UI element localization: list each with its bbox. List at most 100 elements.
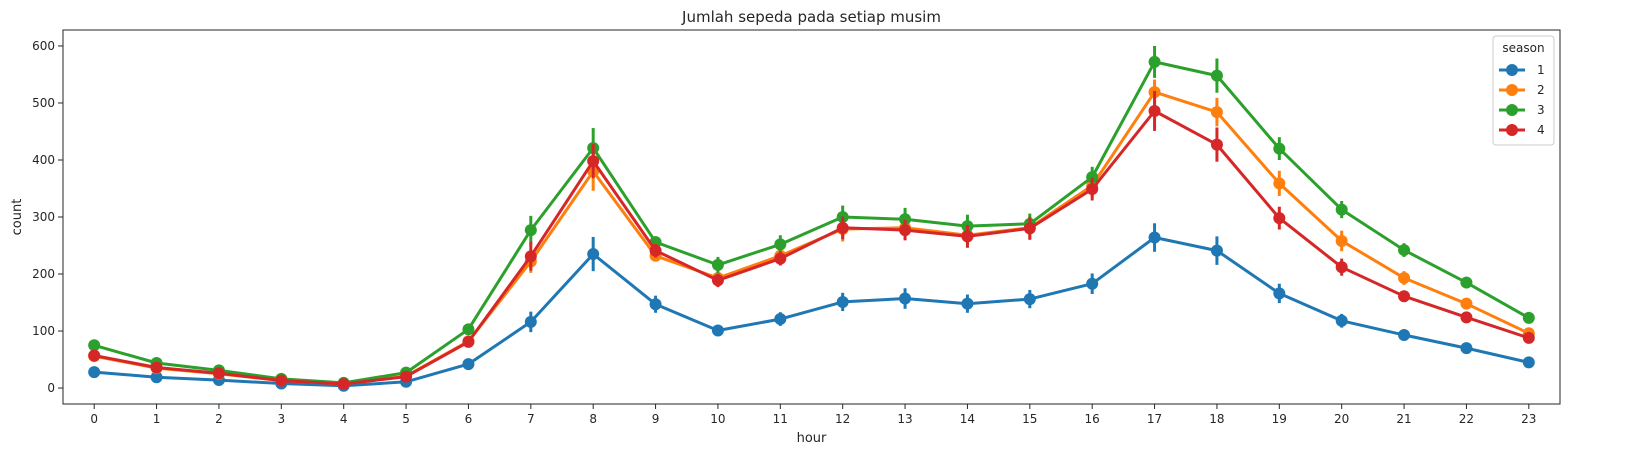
x-tick-label: 13 — [897, 412, 912, 426]
x-tick-label: 12 — [835, 412, 850, 426]
data-point — [1522, 311, 1535, 324]
data-point — [711, 324, 724, 337]
data-point — [1210, 244, 1223, 257]
x-tick-label: 22 — [1459, 412, 1474, 426]
data-point — [711, 274, 724, 287]
series-2 — [88, 79, 1535, 391]
data-point — [649, 298, 662, 311]
data-point — [1398, 272, 1411, 285]
data-point — [524, 250, 537, 263]
legend-label: 2 — [1537, 83, 1545, 97]
data-point — [1460, 276, 1473, 289]
data-point — [1086, 277, 1099, 290]
data-point — [1148, 104, 1161, 117]
x-tick-label: 15 — [1022, 412, 1037, 426]
data-point — [961, 297, 974, 310]
data-point — [400, 370, 413, 383]
data-point — [462, 358, 475, 371]
legend-label: 4 — [1537, 123, 1545, 137]
series-line — [93, 60, 1530, 385]
legend-item-1: 1 — [1499, 63, 1545, 77]
series-line — [93, 109, 1530, 386]
data-point — [524, 224, 537, 237]
series-3 — [88, 45, 1535, 389]
legend-title: season — [1502, 41, 1544, 55]
data-point — [1398, 290, 1411, 303]
x-tick-label: 2 — [215, 412, 223, 426]
x-tick-label: 5 — [402, 412, 410, 426]
x-tick-label: 19 — [1272, 412, 1287, 426]
x-tick-label: 16 — [1085, 412, 1100, 426]
x-tick-label: 4 — [340, 412, 348, 426]
data-point — [774, 313, 787, 326]
y-tick-label: 0 — [47, 381, 55, 395]
legend-swatch-marker — [1506, 84, 1518, 96]
legend-label: 3 — [1537, 103, 1545, 117]
data-point — [150, 371, 163, 384]
data-point — [899, 292, 912, 305]
data-point — [836, 221, 849, 234]
series-group — [88, 45, 1535, 392]
y-tick-label: 300 — [32, 210, 55, 224]
data-point — [1522, 356, 1535, 369]
data-point — [275, 374, 288, 387]
plot-frame — [62, 29, 1561, 405]
data-point — [1335, 261, 1348, 274]
data-point — [1210, 138, 1223, 151]
x-tick-label: 10 — [710, 412, 725, 426]
data-point — [587, 248, 600, 261]
x-tick-label: 6 — [465, 412, 473, 426]
data-point — [88, 339, 101, 352]
axes: 0 1 2 3 4 5 6 7 8 9 10 11 12 13 14 15 16 17 18 19 20 21 22 2301… — [32, 39, 1536, 426]
data-point — [462, 335, 475, 348]
data-point — [1398, 329, 1411, 342]
data-point — [1086, 171, 1099, 184]
data-point — [1460, 311, 1473, 324]
series-line — [93, 90, 1530, 386]
x-tick-label: 9 — [652, 412, 660, 426]
y-axis-label: count — [10, 199, 25, 236]
chart-title: Jumlah sepeda pada setiap musim — [681, 8, 941, 26]
data-point — [1273, 177, 1286, 190]
x-tick-label: 7 — [527, 412, 535, 426]
x-tick-label: 3 — [277, 412, 285, 426]
legend-label: 1 — [1537, 63, 1545, 77]
data-point — [88, 349, 101, 362]
data-point — [774, 238, 787, 251]
data-point — [1273, 142, 1286, 155]
data-point — [1273, 287, 1286, 300]
series-4 — [88, 91, 1535, 391]
data-point — [711, 258, 724, 271]
x-tick-label: 8 — [589, 412, 597, 426]
x-tick-label: 20 — [1334, 412, 1349, 426]
data-point — [961, 230, 974, 243]
x-tick-label: 18 — [1209, 412, 1224, 426]
series-line — [94, 236, 1530, 388]
data-point — [212, 367, 225, 380]
data-point — [899, 224, 912, 237]
y-tick-label: 200 — [32, 267, 55, 281]
data-point — [1335, 203, 1348, 216]
data-point — [1335, 314, 1348, 327]
legend-item-2: 2 — [1499, 83, 1545, 97]
data-point — [1023, 222, 1036, 235]
data-point — [836, 295, 849, 308]
data-point — [462, 323, 475, 336]
legend: season 1 2 3 4 — [1492, 35, 1555, 146]
y-tick-label: 500 — [32, 96, 55, 110]
x-tick-label: 14 — [960, 412, 975, 426]
x-tick-label: 1 — [153, 412, 161, 426]
data-point — [1148, 231, 1161, 244]
data-point — [88, 366, 101, 379]
x-axis-label: hour — [797, 431, 827, 446]
x-tick-label: 23 — [1521, 412, 1536, 426]
y-tick-label: 600 — [32, 39, 55, 53]
data-point — [524, 315, 537, 328]
legend-swatch-marker — [1506, 64, 1518, 76]
data-point — [1460, 297, 1473, 310]
data-point — [1210, 106, 1223, 119]
data-point — [587, 155, 600, 168]
data-point — [899, 213, 912, 226]
data-point — [1273, 212, 1286, 225]
